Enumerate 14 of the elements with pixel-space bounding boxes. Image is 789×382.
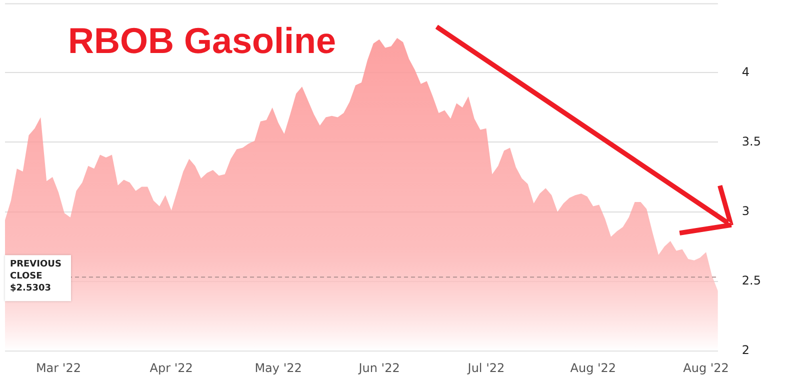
y-tick-label: 3 <box>742 204 750 218</box>
x-tick-label: Jul '22 <box>466 361 505 376</box>
y-tick-label: 3.5 <box>742 134 762 148</box>
y-tick-label: 4 <box>742 64 750 79</box>
y-tick-label: 2 <box>742 342 750 357</box>
ref-line-label: PREVIOUS CLOSE $2.5303 <box>10 259 62 294</box>
y-tick-label: 2.5 <box>742 273 762 288</box>
x-tick-label: Aug '22 <box>683 361 729 376</box>
text: RBOB Gasoline <box>68 20 336 62</box>
x-tick-label: Aug '22 <box>570 361 616 376</box>
x-tick-label: Mar '22 <box>36 361 81 376</box>
x-tick-label: May '22 <box>254 361 302 376</box>
x-tick-label: Apr '22 <box>150 361 193 376</box>
x-tick-label: Jun '22 <box>358 361 400 376</box>
